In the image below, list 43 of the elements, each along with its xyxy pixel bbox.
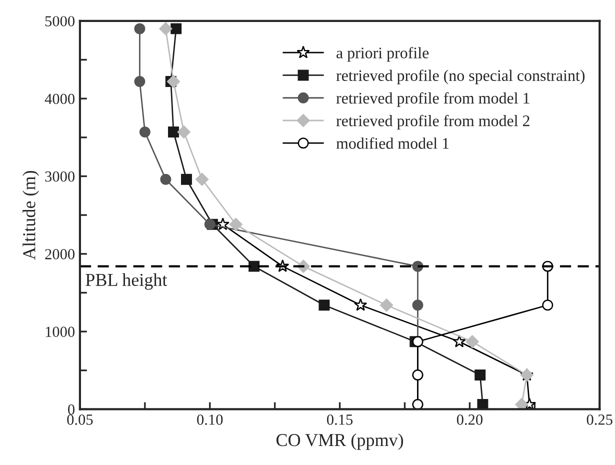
point [134,76,146,87]
legend-label: retrieved profile from model 1 [336,92,530,107]
point [160,174,172,185]
point [466,335,479,348]
point [170,23,182,34]
x-axis-title: CO VMR (ppmv) [276,433,404,450]
legend-label: modified model 1 [336,137,449,149]
y-tick-label: 3000 [45,171,75,182]
legend-label: retrieved profile from model 2 [336,114,530,130]
y-tick-label: 4000 [44,94,75,104]
point [477,399,488,410]
x-tick-label: 0.25 [586,414,612,425]
ref-line-label: PBL height [86,273,168,290]
x-tick-label: 0.20 [456,414,482,425]
y-tick-label: 2000 [45,249,75,260]
x-tick-label: 0.15 [327,414,353,425]
point [380,298,394,312]
point [318,300,330,311]
point [248,260,260,272]
y-axis-title: Altitude (m) [22,170,39,260]
y-tick-label: 5000 [45,16,75,26]
x-tick-label: 0.05 [67,414,93,425]
point [452,334,466,348]
point [515,398,528,410]
point [177,125,190,138]
point [542,300,554,311]
point [204,218,216,230]
point [474,370,486,381]
point [180,174,192,185]
point [168,126,179,138]
point [166,74,180,88]
x-tick-label: 0.10 [197,414,223,425]
point [229,218,242,231]
point [196,172,209,186]
point [139,126,150,138]
legend-label: a priori profile [336,46,429,62]
y-tick-label: 0 [68,404,75,415]
y-tick-label: 1000 [46,326,75,337]
point [354,298,368,311]
point [159,22,172,36]
point [134,23,146,34]
legend-label: retrieved profile (no special constraint) [336,70,585,84]
point [412,300,424,311]
